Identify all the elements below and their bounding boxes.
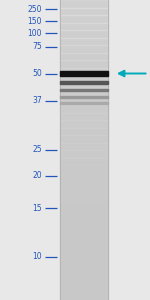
Text: 150: 150: [27, 16, 42, 26]
Bar: [60, 188, 108, 195]
Bar: [60, 75, 108, 82]
Bar: [60, 68, 108, 75]
Bar: [60, 90, 108, 98]
Bar: [60, 255, 108, 262]
Bar: [60, 180, 108, 188]
Bar: [60, 45, 108, 52]
Text: 75: 75: [32, 42, 42, 51]
Bar: [60, 81, 108, 84]
Bar: [60, 218, 108, 225]
Bar: [60, 96, 108, 98]
Bar: [60, 105, 108, 112]
Bar: [60, 278, 108, 285]
Text: 25: 25: [32, 146, 42, 154]
Bar: [60, 102, 108, 104]
Bar: [60, 128, 108, 135]
Bar: [60, 285, 108, 292]
Bar: [60, 202, 108, 210]
Bar: [60, 150, 108, 158]
Bar: [60, 88, 108, 91]
Bar: [60, 112, 108, 120]
Bar: [60, 38, 108, 45]
Bar: [60, 240, 108, 247]
Bar: [60, 262, 108, 270]
Bar: [60, 30, 108, 38]
Bar: [60, 195, 108, 202]
Bar: [60, 292, 108, 300]
Bar: [60, 232, 108, 240]
Text: 10: 10: [32, 252, 42, 261]
Text: 250: 250: [27, 4, 42, 14]
Bar: [60, 270, 108, 278]
Text: 50: 50: [32, 69, 42, 78]
Bar: [60, 82, 108, 90]
Bar: [60, 120, 108, 127]
Text: 15: 15: [32, 204, 42, 213]
Bar: [60, 248, 108, 255]
Bar: [60, 8, 108, 15]
Bar: [60, 22, 108, 30]
Bar: [60, 71, 108, 76]
Text: 37: 37: [32, 96, 42, 105]
Bar: [60, 225, 108, 232]
Bar: [60, 0, 108, 8]
Bar: [60, 165, 108, 172]
Bar: [60, 158, 108, 165]
Bar: [60, 210, 108, 218]
Bar: [60, 172, 108, 180]
Bar: [60, 142, 108, 150]
Bar: [60, 135, 108, 142]
Bar: [60, 52, 108, 60]
Bar: [60, 60, 108, 68]
Text: 100: 100: [27, 28, 42, 38]
Bar: [60, 98, 108, 105]
Bar: [60, 15, 108, 22]
Bar: [60, 0, 108, 300]
Text: 20: 20: [32, 171, 42, 180]
